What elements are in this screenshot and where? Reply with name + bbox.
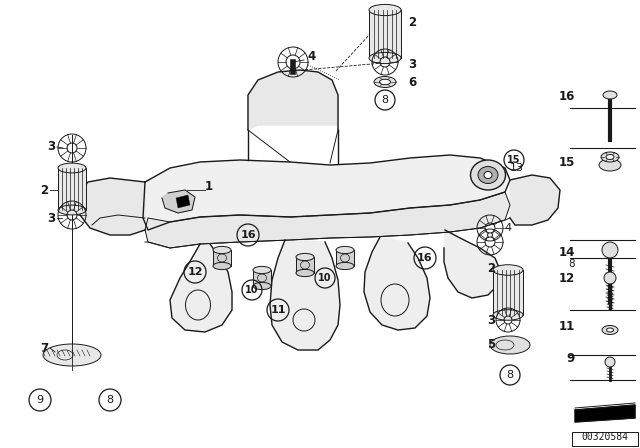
Polygon shape bbox=[575, 405, 635, 422]
Text: 16: 16 bbox=[559, 90, 575, 103]
Bar bbox=[336, 250, 354, 266]
Text: 16: 16 bbox=[417, 253, 433, 263]
Bar bbox=[493, 270, 523, 315]
Text: 9: 9 bbox=[36, 395, 44, 405]
Ellipse shape bbox=[607, 328, 614, 332]
Ellipse shape bbox=[213, 263, 231, 270]
Text: 7: 7 bbox=[40, 341, 48, 354]
Circle shape bbox=[602, 242, 618, 258]
Text: 11: 11 bbox=[559, 320, 575, 333]
Text: 13: 13 bbox=[510, 163, 524, 173]
Ellipse shape bbox=[601, 152, 619, 162]
Ellipse shape bbox=[493, 310, 523, 320]
Text: 3: 3 bbox=[487, 314, 495, 327]
Text: 1: 1 bbox=[205, 180, 213, 193]
Bar bbox=[58, 168, 86, 210]
Ellipse shape bbox=[478, 167, 498, 184]
Text: 2: 2 bbox=[40, 184, 48, 197]
Text: 4: 4 bbox=[307, 51, 316, 64]
Text: 11: 11 bbox=[270, 305, 285, 315]
Ellipse shape bbox=[213, 246, 231, 254]
Ellipse shape bbox=[58, 205, 86, 215]
Polygon shape bbox=[270, 240, 340, 350]
Ellipse shape bbox=[374, 77, 396, 87]
Ellipse shape bbox=[369, 4, 401, 16]
Ellipse shape bbox=[43, 344, 101, 366]
Text: 6: 6 bbox=[408, 77, 416, 90]
Polygon shape bbox=[78, 178, 145, 235]
Ellipse shape bbox=[369, 52, 401, 64]
Text: 00320584: 00320584 bbox=[582, 432, 628, 442]
Polygon shape bbox=[444, 230, 500, 298]
Ellipse shape bbox=[603, 91, 617, 99]
Bar bbox=[296, 257, 314, 273]
Polygon shape bbox=[510, 175, 560, 225]
Text: 8: 8 bbox=[568, 259, 575, 269]
Ellipse shape bbox=[470, 160, 506, 190]
Ellipse shape bbox=[606, 155, 614, 159]
Bar bbox=[213, 250, 231, 266]
Text: 2: 2 bbox=[487, 262, 495, 275]
Circle shape bbox=[605, 357, 615, 367]
Text: 14: 14 bbox=[559, 246, 575, 258]
Ellipse shape bbox=[380, 79, 390, 85]
Ellipse shape bbox=[253, 282, 271, 289]
Text: 12: 12 bbox=[559, 271, 575, 284]
Ellipse shape bbox=[484, 172, 492, 178]
Text: 10: 10 bbox=[245, 285, 259, 295]
Bar bbox=[572, 432, 638, 446]
Polygon shape bbox=[143, 155, 510, 230]
Ellipse shape bbox=[602, 326, 618, 335]
Text: 10: 10 bbox=[318, 273, 332, 283]
Bar bbox=[253, 270, 271, 286]
Text: 9: 9 bbox=[567, 353, 575, 366]
Text: 4: 4 bbox=[504, 223, 511, 233]
Ellipse shape bbox=[58, 163, 86, 173]
Polygon shape bbox=[248, 70, 338, 130]
Text: 8: 8 bbox=[106, 395, 113, 405]
Text: 8: 8 bbox=[381, 95, 388, 105]
Polygon shape bbox=[170, 244, 232, 332]
Text: 8: 8 bbox=[506, 370, 513, 380]
Text: 3: 3 bbox=[47, 141, 55, 154]
Text: 16: 16 bbox=[240, 230, 256, 240]
Text: 5: 5 bbox=[487, 337, 495, 350]
Ellipse shape bbox=[296, 269, 314, 276]
Polygon shape bbox=[364, 237, 430, 330]
Ellipse shape bbox=[599, 159, 621, 171]
Text: 3: 3 bbox=[408, 59, 416, 72]
Text: 15: 15 bbox=[508, 155, 521, 165]
Bar bbox=[369, 10, 401, 58]
Polygon shape bbox=[145, 192, 510, 248]
Ellipse shape bbox=[493, 265, 523, 275]
Polygon shape bbox=[176, 195, 190, 208]
Ellipse shape bbox=[336, 246, 354, 254]
Ellipse shape bbox=[253, 267, 271, 274]
Ellipse shape bbox=[336, 263, 354, 270]
Polygon shape bbox=[162, 190, 195, 213]
Ellipse shape bbox=[490, 336, 530, 354]
Text: 15: 15 bbox=[559, 155, 575, 168]
Text: 3: 3 bbox=[47, 211, 55, 224]
Ellipse shape bbox=[296, 254, 314, 261]
Circle shape bbox=[604, 272, 616, 284]
Text: 2: 2 bbox=[408, 16, 416, 29]
Text: 12: 12 bbox=[188, 267, 203, 277]
